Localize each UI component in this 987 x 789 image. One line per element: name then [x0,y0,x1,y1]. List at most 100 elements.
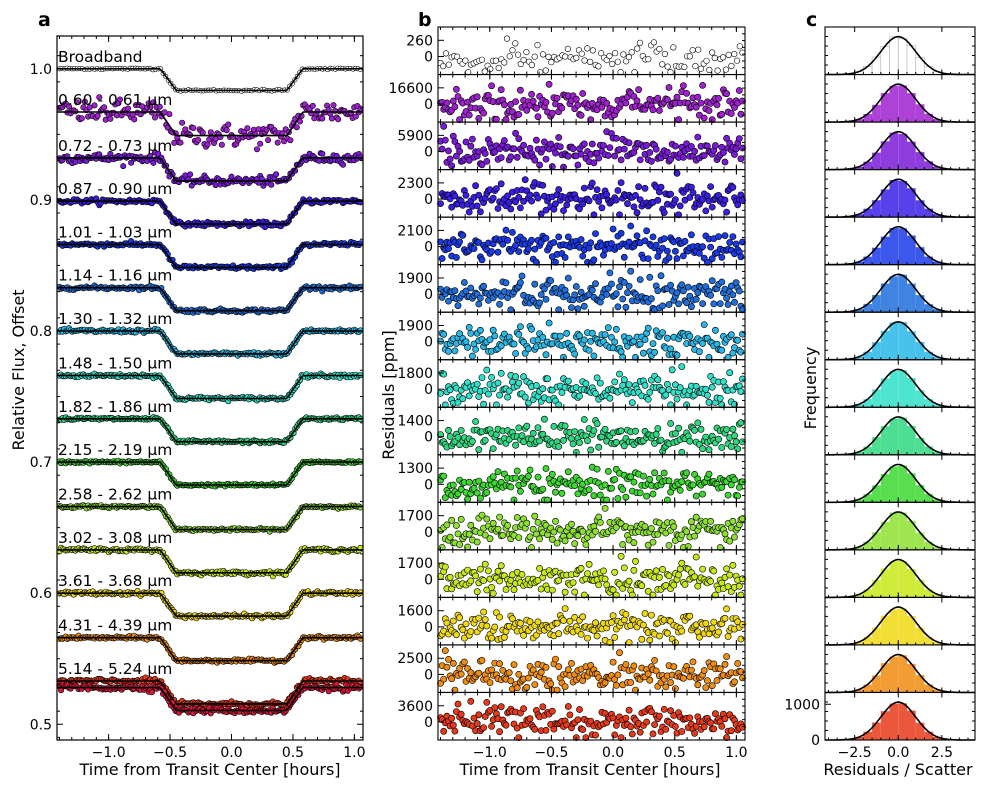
residual-point [456,147,463,155]
flux-point [265,137,272,144]
residual-point [660,235,668,242]
residual-point [495,64,502,72]
residual-point [600,142,607,149]
flux-point [166,111,173,118]
residual-point [491,332,499,340]
residual-point [568,304,575,311]
lightcurve-series-2 [56,149,364,189]
residual-point [672,142,679,150]
residual-point [732,240,740,248]
residual-point [580,336,588,344]
residual-point [584,45,591,52]
residual-point [555,233,563,241]
residual-point [515,330,523,338]
residual-point [611,152,619,160]
residual-point [460,279,468,286]
residual-point [649,233,657,241]
residual-point [646,273,654,281]
series-label: 3.02 - 3.08 μm [58,529,172,547]
series-label: Broadband [58,48,143,66]
residual-point [735,87,743,94]
residual-point [646,149,654,156]
residual-point [545,53,552,61]
flux-point [120,163,127,170]
residual-point [652,145,660,153]
residual-point [500,101,508,109]
residual-point [459,231,467,239]
residual-point [517,86,524,94]
flux-point [131,116,138,123]
residual-point [661,50,669,58]
residual-point [525,245,532,253]
residual-point [654,94,662,102]
residual-point [531,280,539,288]
residual-point [609,225,617,233]
residual-point [465,208,473,216]
flux-point [156,103,163,110]
flux-point [352,113,359,120]
transit-model-line [57,68,363,92]
flux-point [91,102,98,109]
residual-point [718,253,726,261]
residual-point [731,151,738,158]
residual-point [640,349,647,357]
residual-point [525,345,532,353]
residual-point [465,323,473,331]
residual-point [577,236,585,243]
y-tick-label-top: 260 [406,33,433,49]
series-label: 1.82 - 1.86 μm [58,398,172,416]
lightcurve-series-9 [56,457,364,490]
residual-point [467,284,475,292]
residual-point [688,303,695,311]
residual-point [550,239,558,246]
y-tick-label-zero: 0 [424,97,433,113]
residual-point [735,135,743,142]
residual-point [657,183,665,191]
residual-point [612,134,620,142]
residual-point [590,352,598,360]
residual-point [492,115,500,123]
residual-point [681,237,689,245]
residual-point [700,321,708,328]
residual-point [480,400,487,408]
residual-point [732,145,740,153]
residual-point [569,145,577,153]
flux-point [357,635,364,642]
flux-point [339,161,346,168]
residual-point [611,50,619,57]
residual-point [542,67,549,74]
residual-point [650,39,658,46]
flux-point [268,181,275,188]
residual-point [517,279,524,287]
residual-point [531,156,539,164]
residual-point [598,204,606,212]
residual-point [657,272,665,280]
flux-point [335,116,342,123]
residual-point [512,350,519,357]
residual-point [556,143,564,151]
residual-point [630,203,638,211]
residual-point [648,157,655,165]
residual-point [705,107,713,114]
lightcurve-series-0 [56,65,363,94]
residual-point [684,283,692,291]
residual-point [528,236,535,244]
y-tick-label: 0.8 [30,324,52,340]
y-tick-label: 1.0 [30,62,52,78]
residual-point [452,254,460,261]
residual-point [502,279,510,287]
residual-point [737,253,745,261]
flux-point [254,146,261,153]
residual-point [673,289,681,297]
residual-point [571,291,579,299]
series-label: 2.58 - 2.62 μm [58,486,172,504]
residual-point [536,299,543,307]
residual-point [606,269,614,277]
residual-point [564,152,572,160]
residual-point [718,346,726,354]
flux-point [190,125,197,132]
residual-point [692,62,699,70]
residual-point [636,156,644,164]
residual-point [560,207,567,214]
